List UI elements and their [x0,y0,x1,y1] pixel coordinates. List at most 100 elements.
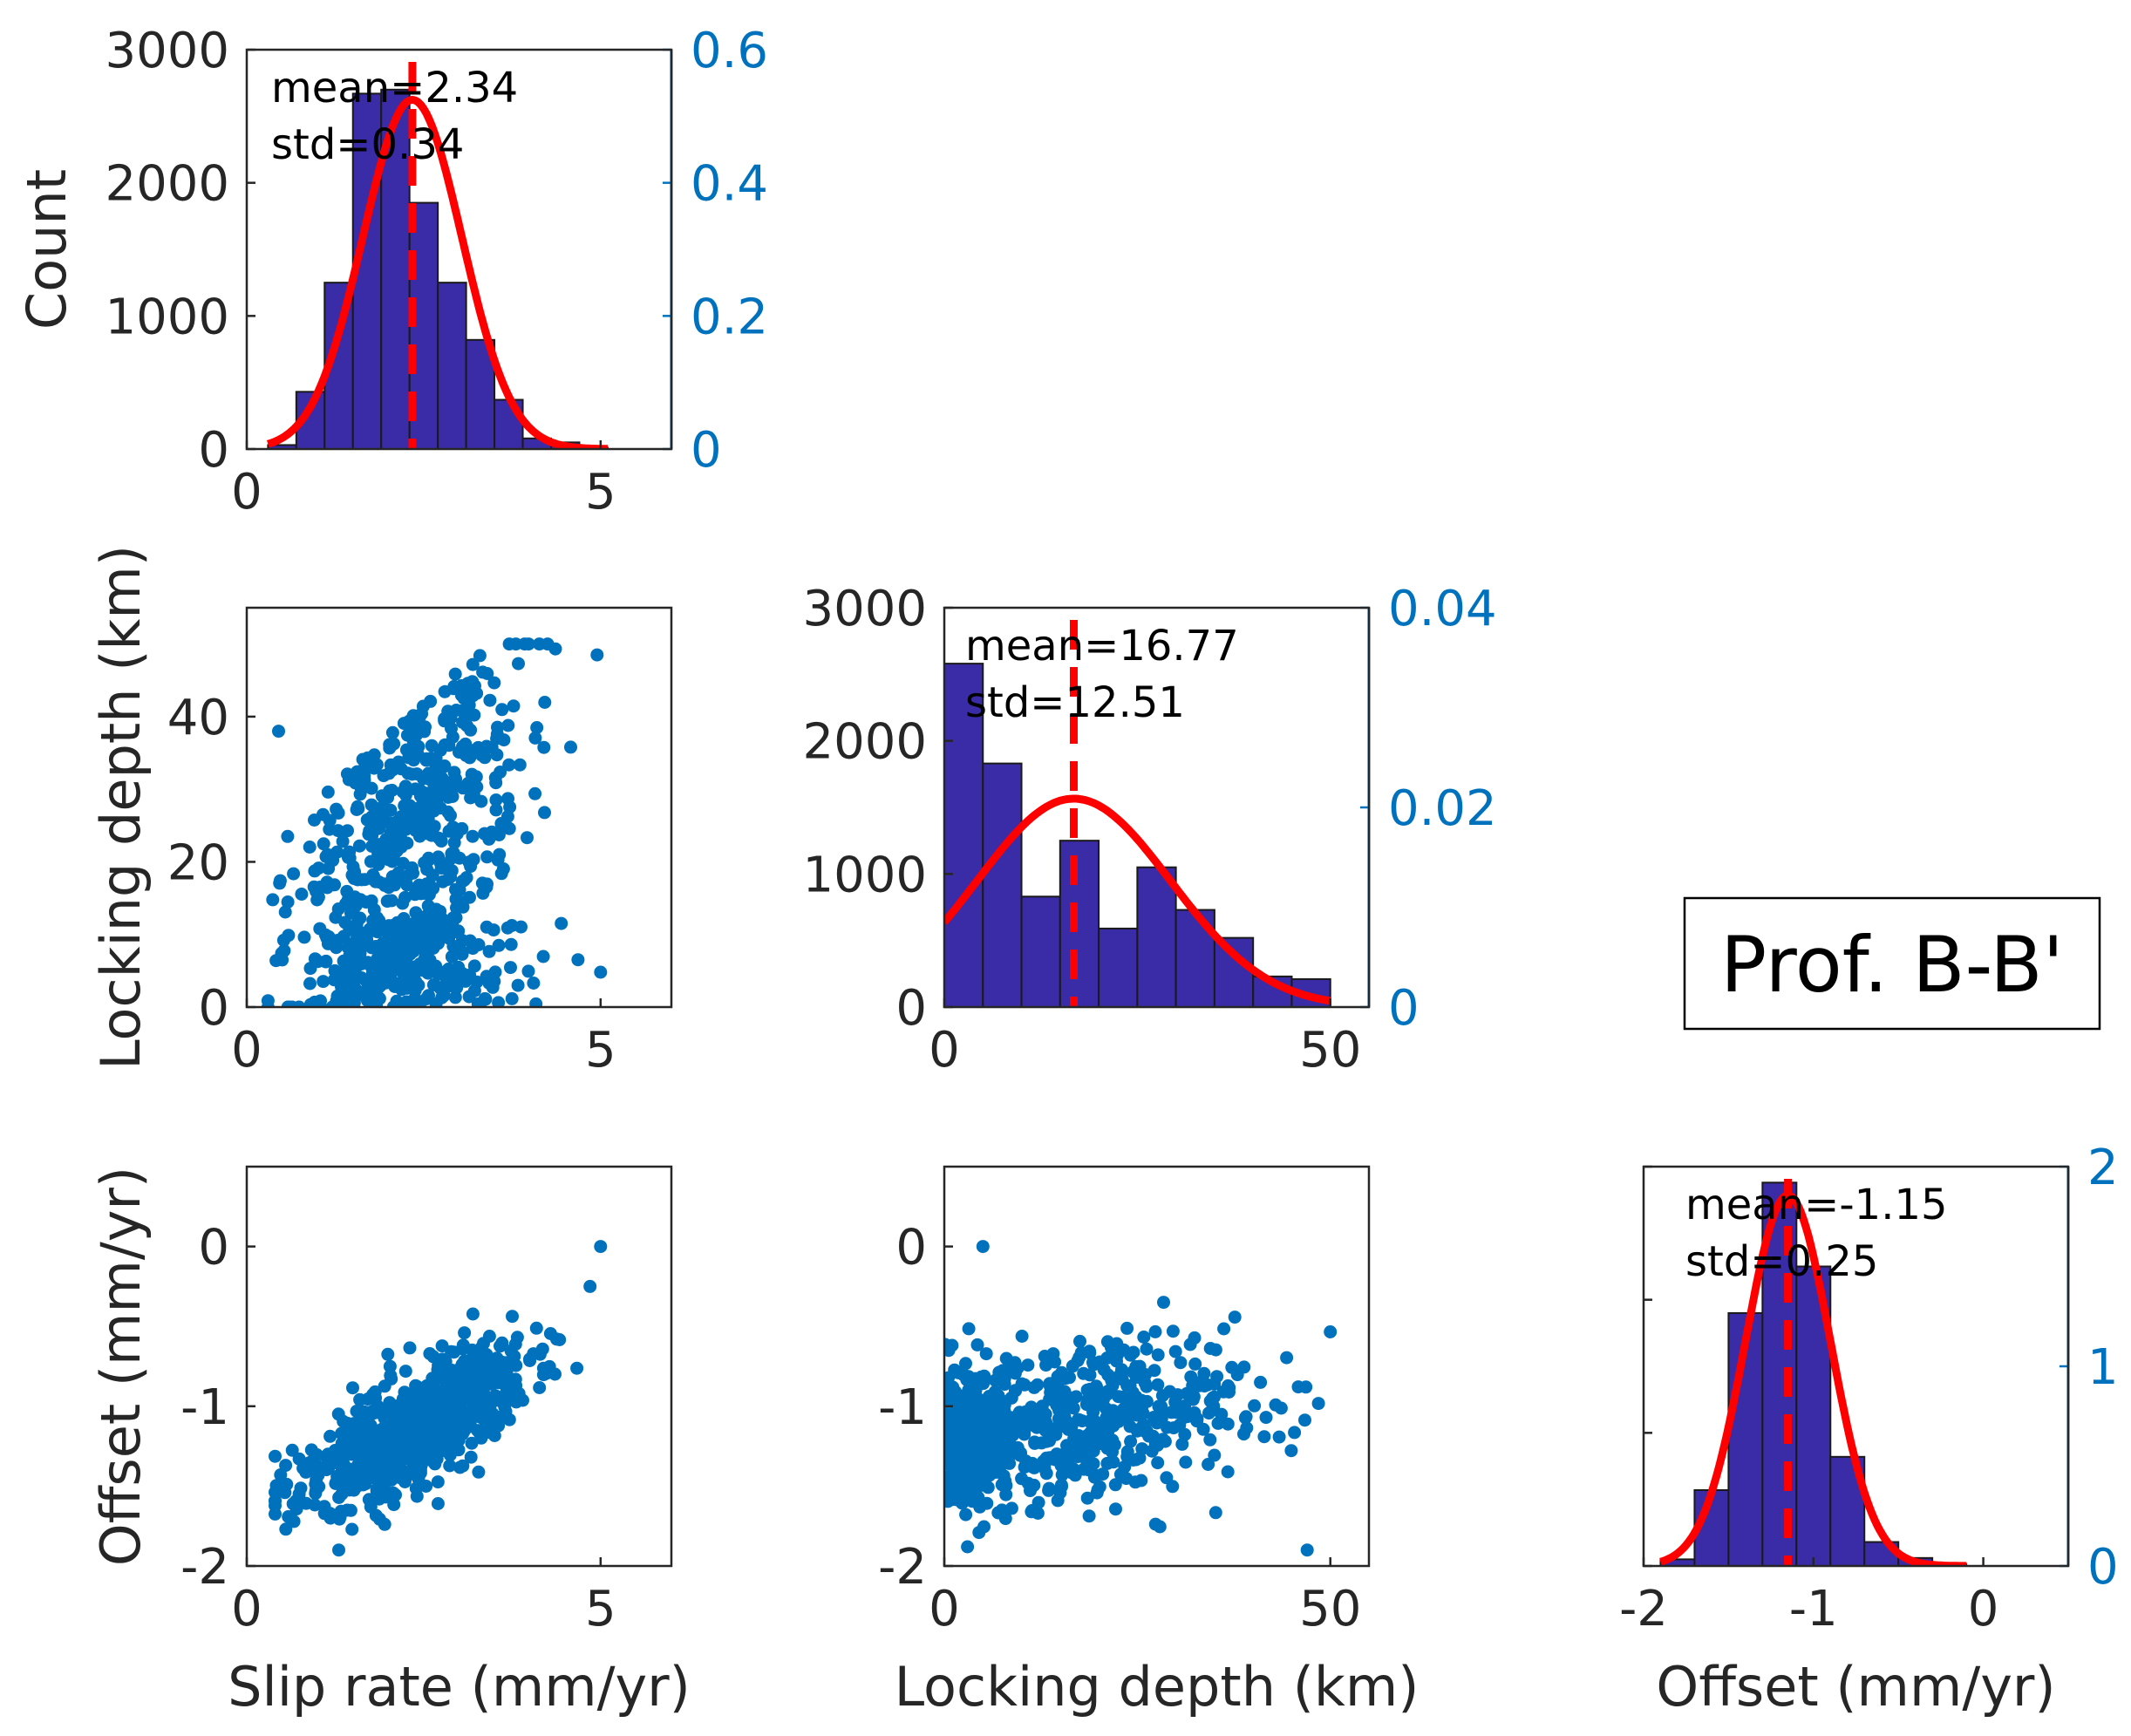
scatter-point [1008,1366,1022,1380]
scatter-point [287,1515,301,1528]
scatter-point [1015,1472,1029,1486]
right-tick-label: 1 [2087,1339,2119,1396]
scatter-point [538,696,552,709]
scatter-point [1090,1486,1104,1500]
scatter-point [1140,1342,1154,1356]
scatter-point [977,1377,991,1391]
scatter-point [406,866,419,880]
scatter-point [297,930,311,944]
scatter-point [521,637,535,651]
scatter-point [273,876,287,890]
scatter-point [1140,1379,1154,1393]
scatter-point [285,1000,299,1007]
scatter-point [383,741,397,755]
scatter-point [1113,1467,1127,1481]
scatter-point [1027,1478,1041,1492]
scatter-point [457,691,471,705]
scatter-point [371,952,385,966]
scatter-point [443,1459,457,1473]
scatter-point [512,657,525,671]
scatter-point [511,978,525,992]
scatter-point [1018,1426,1031,1440]
scatter-point [400,981,414,995]
scatter-point [385,725,399,739]
scatter-point [448,991,462,1004]
scatter-point [1073,1334,1086,1348]
axes-frame [943,606,1371,1009]
scatter-point [1238,1411,1252,1425]
scatter-point [347,902,361,916]
scatter-point [1134,1474,1148,1488]
scatter-point [383,1396,397,1410]
locking-depth-vs-offset-scatter-panel: 0 50 -2 -1 0 Locking depth (km) [878,1165,1419,1719]
scatter-point [488,771,502,785]
scatter-point [997,1469,1011,1483]
scatter-point [393,1444,406,1458]
scatter-point [320,881,334,895]
scatter-point [412,739,426,753]
scatter-point [303,841,317,854]
scatter-point [548,642,562,656]
scatter-point [261,994,275,1007]
scatter-point [330,845,344,859]
scatter-point [407,816,420,830]
scatter-point [344,1503,357,1517]
scatter-point [533,637,547,651]
scatter-point [944,1484,952,1498]
scatter-point [972,1442,986,1456]
scatter-point [397,717,411,731]
y-tick-label: 3000 [802,581,927,637]
y-tick-label: 2000 [802,714,927,771]
scatter-point [340,884,354,898]
scatter-point [536,1361,550,1375]
scatter-point [1031,1495,1045,1509]
scatter-point [308,814,321,827]
scatter-point [368,994,382,1007]
scatter-point [440,1396,454,1410]
y-tick-label: -2 [180,1539,229,1596]
scatter-point [321,785,335,799]
scatter-point [456,1404,470,1418]
scatter-point [341,824,354,838]
scatter-point [514,920,528,934]
scatter-point [385,783,398,797]
scatter-point [378,1458,392,1472]
scatter-point [359,984,373,997]
histogram-bar [437,282,467,449]
scatter-point [951,1366,965,1379]
scatter-point [1166,1324,1180,1338]
scatter-point [420,956,434,970]
scatter-point [1155,1389,1169,1403]
scatter-point [970,1338,984,1351]
scatter-point [287,867,301,881]
x-tick-label: -1 [1789,1581,1838,1637]
scatter-point [982,1450,996,1464]
scatter-point [1180,1386,1194,1400]
scatter-point [1082,1509,1096,1523]
scatter-point [397,916,411,929]
scatter-point [487,923,500,937]
scatter-point [1151,1348,1165,1362]
scatter-point [381,1347,395,1361]
scatter-point [447,1441,461,1454]
scatter-point [403,947,417,961]
x-tick-label: -2 [1619,1581,1668,1637]
scatter-point [999,1427,1012,1441]
scatter-point [352,839,366,853]
scatter-point [1139,1368,1153,1381]
scatter-point [1203,1342,1217,1355]
scatter-point [458,1326,472,1340]
scatter-point [401,800,415,814]
right-tick-label: 0.6 [691,23,768,79]
y-axis-label: Count [15,169,78,330]
scatter-point [549,1332,563,1346]
scatter-point [463,890,476,904]
scatter-point [590,648,604,662]
scatter-point [1039,1358,1053,1372]
scatter-point [529,997,543,1007]
normal-fit-curve [944,794,1331,1005]
y-tick-label: 0 [198,1220,229,1276]
scatter-point [944,1431,952,1445]
scatter-point [337,1414,351,1428]
